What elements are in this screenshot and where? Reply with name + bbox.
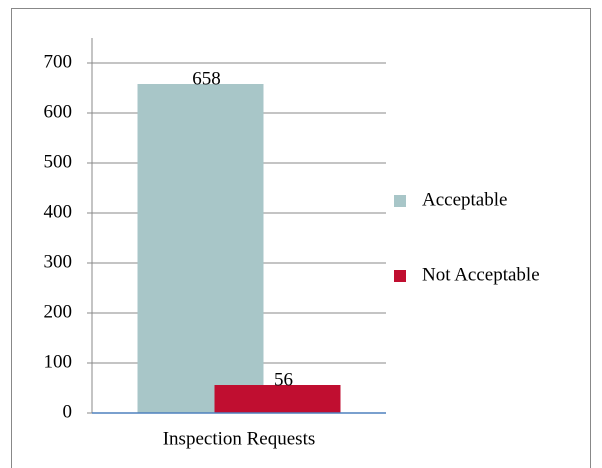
y-tick-label: 400 bbox=[44, 201, 73, 222]
bar bbox=[214, 385, 341, 413]
y-tick-label: 600 bbox=[44, 101, 73, 122]
y-tick-label: 500 bbox=[44, 151, 73, 172]
legend-swatch bbox=[394, 195, 406, 207]
bar bbox=[137, 84, 264, 413]
legend-label: Not Acceptable bbox=[422, 264, 540, 285]
y-tick-label: 200 bbox=[44, 301, 73, 322]
y-tick-label: 300 bbox=[44, 251, 73, 272]
y-tick-label: 100 bbox=[44, 351, 73, 372]
data-label: 56 bbox=[274, 369, 293, 390]
legend-swatch bbox=[394, 270, 406, 282]
data-label: 658 bbox=[192, 68, 221, 89]
x-tick-label: Inspection Requests bbox=[163, 428, 316, 449]
y-tick-label: 0 bbox=[63, 401, 73, 422]
legend-label: Acceptable bbox=[422, 189, 507, 210]
y-tick-label: 700 bbox=[44, 51, 73, 72]
